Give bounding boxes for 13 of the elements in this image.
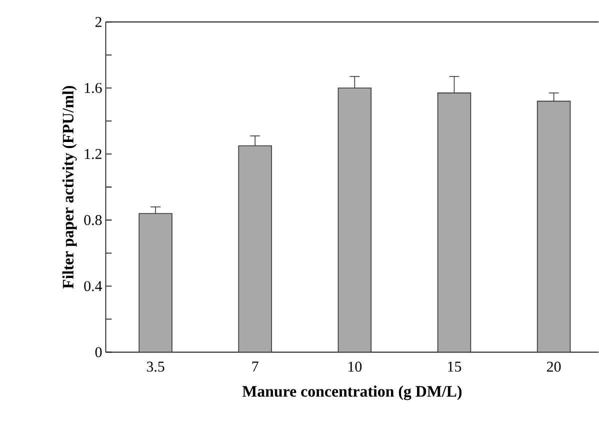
x-tick-label: 15 [448,362,462,372]
x-tick-label: 7 [252,362,258,372]
y-tick-label: 0 [95,347,102,358]
y-axis-title: Filter paper activity (FPU/ml) [62,86,77,289]
x-tick-label: 3.5 [146,362,164,372]
y-tick-label: 0.4 [84,281,102,292]
y-tick-label: 2 [95,17,102,27]
x-tick-label: 20 [547,362,561,372]
y-tick-label: 1.6 [84,82,102,94]
y-tick-label: 1.2 [84,149,102,160]
y-tick-label: 0.8 [84,215,102,226]
x-axis-title: Manure concentration (g DM/L) [242,386,462,400]
x-tick-label: 10 [348,362,362,372]
